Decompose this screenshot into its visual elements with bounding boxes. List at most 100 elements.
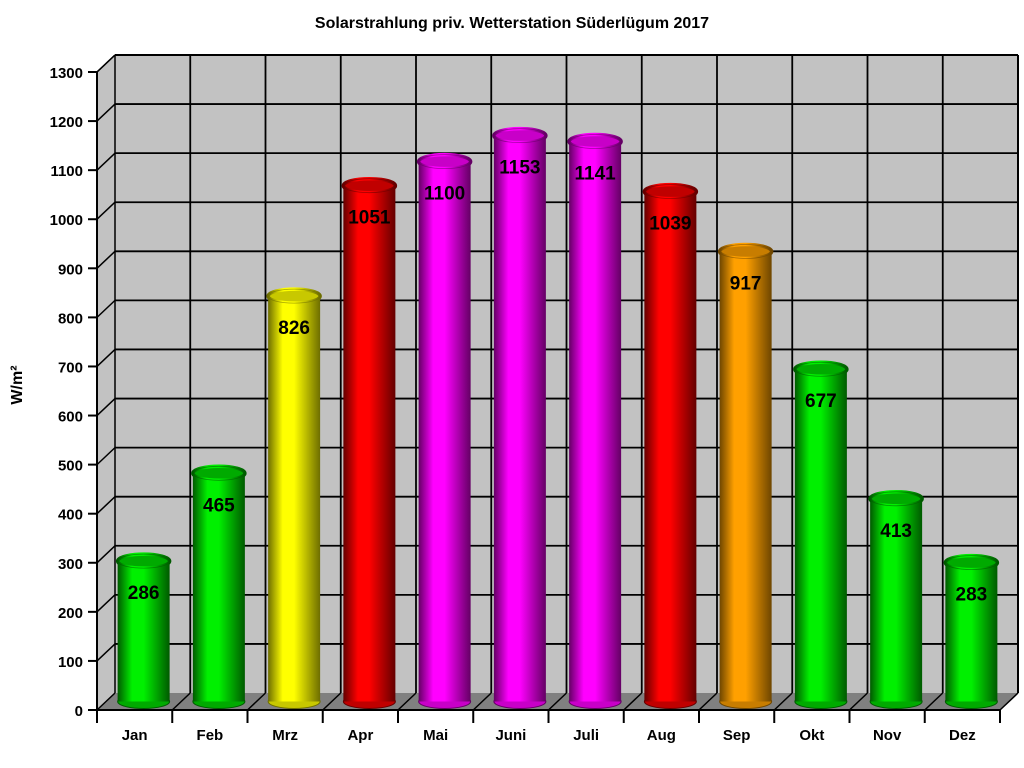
bar-value-label: 1039 (649, 214, 691, 235)
bar-aug (642, 182, 699, 709)
y-tick-label: 600 (58, 409, 83, 426)
wall-diagonal (96, 496, 116, 515)
bar-body (719, 251, 772, 702)
floor-diagonal (472, 692, 492, 711)
bar-top-rim (418, 154, 472, 170)
bar-top-rim (192, 465, 246, 481)
bar-value-label: 465 (203, 495, 235, 516)
floor-diagonal (623, 692, 643, 711)
bar-value-label: 677 (805, 391, 837, 412)
y-tick-label: 800 (58, 310, 83, 327)
wall-diagonal (96, 643, 116, 662)
bar-value-label: 826 (278, 318, 310, 339)
y-tick-label: 0 (75, 703, 83, 720)
x-tick-label: Juni (495, 727, 526, 744)
bar-apr (341, 176, 398, 709)
y-tick-label: 1300 (50, 65, 83, 82)
y-tick-label: 400 (58, 507, 83, 524)
y-tick-label: 1000 (50, 212, 83, 229)
bar-top-rim (267, 288, 321, 304)
y-tick-label: 700 (58, 359, 83, 376)
bar-juli (567, 132, 623, 709)
bar-top-rim (719, 244, 773, 259)
bar-jan (115, 552, 172, 709)
bar-value-label: 1153 (499, 158, 540, 179)
y-axis-label: W/m² (9, 365, 26, 404)
wall-diagonal (96, 545, 116, 564)
wall-diagonal (96, 250, 116, 269)
bar-feb (191, 464, 247, 709)
x-tick-label: Dez (949, 727, 976, 744)
x-tick-label: Mrz (272, 727, 298, 744)
floor-diagonal (171, 692, 191, 711)
y-tick-label: 1200 (50, 114, 83, 131)
bar-nov (868, 490, 924, 709)
bar-top-rim (493, 128, 547, 144)
floor-diagonal (848, 692, 869, 711)
floor-diagonal (246, 692, 267, 711)
bar-top-rim (944, 555, 998, 571)
y-tick-label: 900 (58, 261, 83, 278)
floor-diagonal (397, 692, 417, 711)
y-tick-label: 1100 (50, 163, 83, 180)
wall-diagonal (96, 447, 116, 466)
x-tick-label: Feb (197, 727, 224, 744)
bar-body (268, 296, 321, 702)
bar-value-label: 1141 (575, 164, 617, 185)
x-tick-label: Aug (647, 727, 676, 744)
bar-value-label: 283 (956, 585, 988, 606)
wall-diagonal (96, 103, 116, 122)
bar-mai (416, 152, 473, 709)
bar-value-label: 413 (880, 521, 912, 542)
bar-body (644, 191, 697, 702)
bar-juni (492, 126, 548, 709)
wall-diagonal (96, 692, 116, 711)
bar-body (117, 561, 170, 702)
top-left-diagonal (96, 54, 116, 73)
bar-top-rim (342, 178, 396, 194)
bar-value-label: 1051 (348, 208, 391, 229)
bar-top-rim (568, 134, 622, 149)
y-tick-label: 500 (58, 458, 83, 475)
bar-top-rim (794, 361, 848, 377)
wall-diagonal (96, 152, 116, 171)
bar-okt (793, 360, 849, 709)
wall-diagonal (96, 348, 116, 368)
x-tick-label: Apr (347, 727, 373, 744)
bar-top-rim (869, 491, 923, 507)
bar-body (192, 473, 245, 702)
bar-body (493, 135, 546, 702)
bar-value-label: 917 (730, 273, 762, 294)
bar-top-rim (117, 553, 171, 569)
bar-body (343, 185, 396, 702)
x-tick-label: Juli (573, 727, 599, 744)
x-tick-label: Nov (873, 727, 902, 744)
bar-body (418, 161, 471, 702)
y-tick-label: 200 (58, 605, 83, 622)
floor-diagonal (547, 692, 568, 711)
x-tick-label: Okt (799, 727, 824, 744)
y-tick-label: 300 (58, 556, 83, 573)
bar-body (569, 141, 622, 702)
bar-top-rim (643, 184, 697, 199)
bar-body (794, 369, 847, 702)
bar-body (870, 498, 923, 702)
x-tick-label: Sep (723, 727, 751, 744)
bar-dez (943, 553, 1000, 709)
x-tick-label: Jan (122, 727, 148, 744)
y-tick-label: 100 (58, 654, 83, 671)
wall-diagonal (96, 594, 116, 613)
bar-body (945, 562, 998, 702)
wall-diagonal (96, 299, 116, 318)
wall-diagonal (96, 201, 116, 220)
bar-value-label: 286 (128, 583, 160, 604)
chart-title: Solarstrahlung priv. Wetterstation Süder… (315, 15, 709, 32)
x-tick-label: Mai (423, 727, 448, 744)
bar-value-label: 1100 (424, 184, 465, 205)
floor-diagonal (999, 692, 1019, 711)
left-wall (97, 55, 115, 710)
wall-diagonal (96, 397, 116, 417)
bar-mrz (266, 287, 322, 709)
